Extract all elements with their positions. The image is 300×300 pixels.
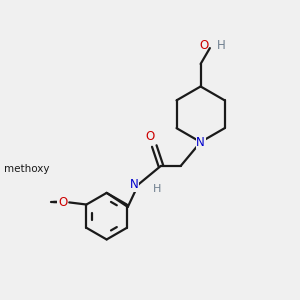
Text: methoxy: methoxy (4, 164, 50, 173)
Text: N: N (196, 136, 205, 148)
Text: N: N (130, 178, 138, 191)
Text: O: O (199, 39, 208, 52)
Text: O: O (145, 130, 154, 143)
Text: H: H (153, 184, 161, 194)
Text: H: H (217, 39, 225, 52)
Text: O: O (58, 196, 67, 209)
